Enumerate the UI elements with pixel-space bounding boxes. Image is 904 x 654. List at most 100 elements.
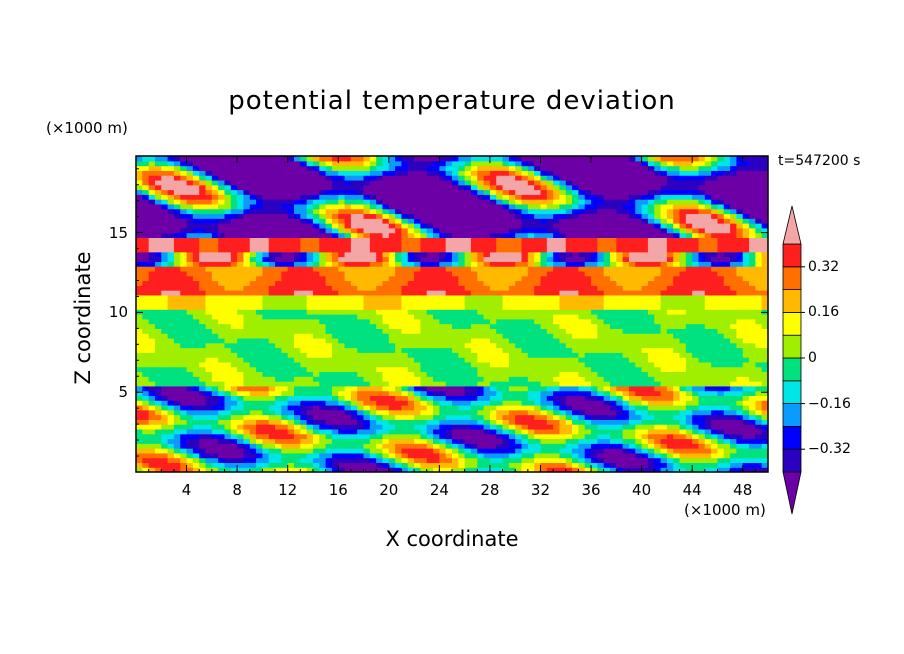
field-cell <box>199 318 207 325</box>
field-cell <box>161 404 169 411</box>
field-cell <box>572 352 579 358</box>
field-cell <box>243 381 251 387</box>
field-cell <box>704 414 712 420</box>
field-cell <box>679 299 687 306</box>
field-cell <box>230 424 238 430</box>
field-cell <box>723 299 731 306</box>
field-cell <box>376 285 384 291</box>
field-cell <box>464 314 472 320</box>
field-cell <box>237 428 245 435</box>
field-cell <box>218 438 226 444</box>
field-cell <box>521 414 529 420</box>
field-cell <box>736 409 744 416</box>
field-cell <box>344 299 352 306</box>
field-cell <box>578 347 586 353</box>
field-cell <box>546 438 554 444</box>
field-cell <box>338 361 346 368</box>
field-cell <box>218 242 226 248</box>
field-cell <box>603 290 611 296</box>
field-cell <box>363 381 371 387</box>
field-cell <box>616 309 624 315</box>
field-cell <box>527 361 535 368</box>
field-cell <box>502 242 510 248</box>
field-cell <box>344 323 352 329</box>
field-cell <box>603 448 611 454</box>
field-cell <box>414 323 421 329</box>
field-cell <box>142 309 150 315</box>
field-cell <box>136 381 143 387</box>
field-cell <box>136 242 143 248</box>
field-cell <box>376 433 384 440</box>
field-cell <box>199 347 207 353</box>
field-cell <box>211 448 219 454</box>
field-cell <box>382 366 390 373</box>
field-cell <box>338 390 346 396</box>
field-cell <box>496 280 504 286</box>
field-cell <box>211 290 219 296</box>
field-cell <box>704 428 712 435</box>
field-cell <box>559 424 567 430</box>
field-cell <box>325 328 333 334</box>
field-cell <box>502 246 510 253</box>
field-cell <box>591 270 598 277</box>
field-cell <box>369 275 377 282</box>
field-cell <box>704 314 712 320</box>
field-cell <box>306 457 314 464</box>
field-cell <box>496 419 504 425</box>
field-cell <box>489 337 497 344</box>
field-cell <box>603 438 611 444</box>
field-cell <box>344 328 352 334</box>
field-cell <box>584 428 592 435</box>
field-cell <box>306 366 314 373</box>
field-cell <box>186 256 194 262</box>
field-cell <box>281 376 289 382</box>
field-cell <box>420 304 428 310</box>
field-cell <box>749 404 756 411</box>
field-cell <box>325 381 333 387</box>
field-cell <box>268 452 276 459</box>
field-cell <box>730 314 737 320</box>
field-cell <box>420 323 428 329</box>
field-cell <box>382 385 390 392</box>
field-cell <box>136 333 143 339</box>
field-cell <box>205 452 213 459</box>
field-cell <box>572 304 579 310</box>
field-cell <box>439 266 447 272</box>
field-cell <box>755 404 763 411</box>
field-cell <box>641 371 649 377</box>
field-cell <box>414 261 421 267</box>
field-cell <box>464 304 472 310</box>
field-cell <box>312 314 320 320</box>
field-cell <box>515 251 523 258</box>
field-cell <box>300 395 308 401</box>
field-cell <box>540 462 548 468</box>
field-cell <box>641 270 649 277</box>
field-cell <box>211 246 219 253</box>
field-cell <box>420 285 428 291</box>
field-cell <box>180 309 188 315</box>
field-cell <box>742 323 750 329</box>
field-cell <box>401 376 409 382</box>
field-cell <box>414 385 421 392</box>
field-cell <box>186 232 194 238</box>
field-cell <box>136 275 143 282</box>
field-cell <box>186 342 194 349</box>
field-cell <box>136 304 143 310</box>
field-cell <box>199 404 207 411</box>
field-cell <box>369 357 377 363</box>
field-cell <box>230 404 238 411</box>
field-cell <box>546 309 554 315</box>
field-cell <box>154 419 162 425</box>
field-cell <box>407 275 415 282</box>
field-cell <box>294 443 301 449</box>
field-cell <box>477 261 485 267</box>
field-cell <box>584 376 592 382</box>
field-cell <box>546 443 554 449</box>
field-cell <box>199 433 207 440</box>
field-cell <box>180 232 188 238</box>
field-cell <box>306 357 314 363</box>
field-cell <box>243 314 251 320</box>
field-cell <box>470 433 478 440</box>
field-cell <box>452 299 459 306</box>
field-cell <box>243 395 251 401</box>
